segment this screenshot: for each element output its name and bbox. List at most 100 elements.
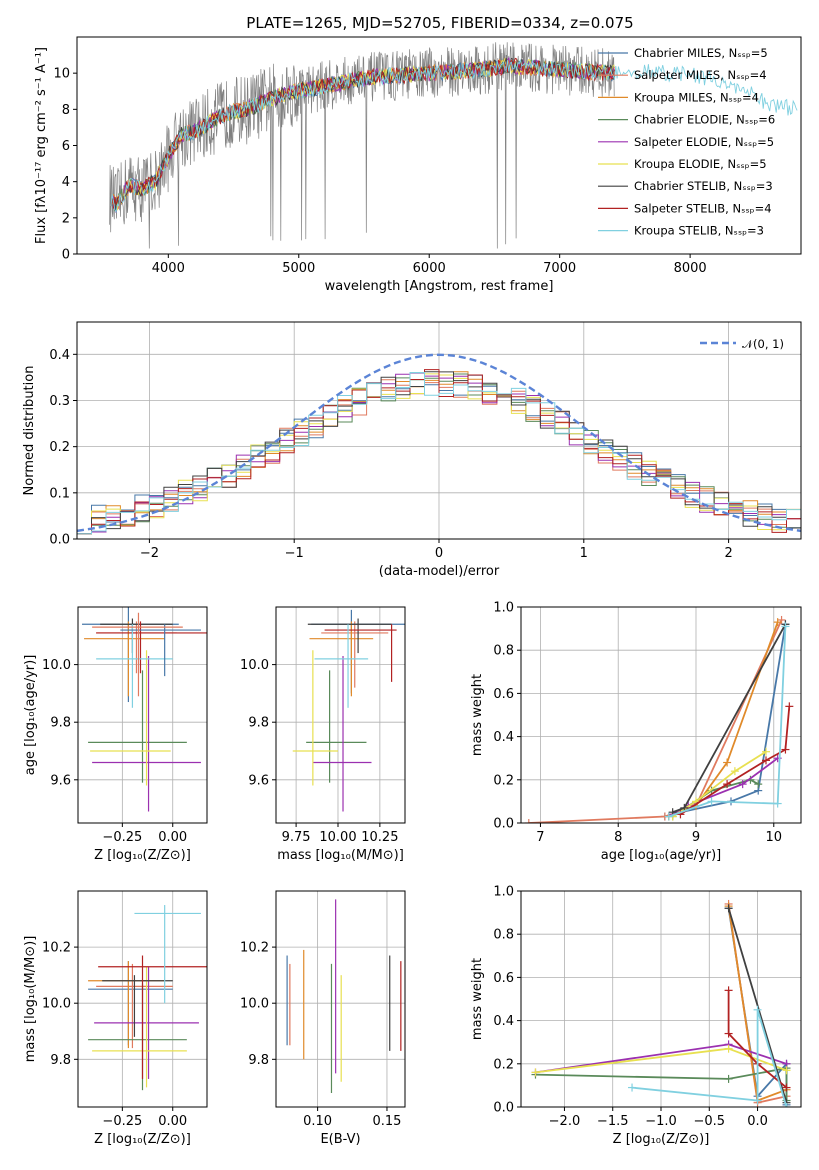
x-tick-label: 9 <box>692 830 700 845</box>
y-tick-label: 0.6 <box>493 687 514 702</box>
x-tick-label: 10.25 <box>361 830 398 845</box>
y-tick-label: 1.0 <box>493 885 514 900</box>
axes-frame <box>76 321 802 540</box>
y-axis-label: mass weight <box>470 958 485 1040</box>
legend-entry: Kroupa MILES, Nₛₛₚ=4 <box>634 90 759 104</box>
y-tick-label: 9.6 <box>50 773 71 788</box>
legend-entry: Kroupa ELODIE, Nₛₛₚ=5 <box>634 157 767 171</box>
panel-mass-vs-EBV: 0.10 0.15 9.8 10.0 10.2 E(B-V) <box>240 890 406 1147</box>
x-axis-label: (data-model)/error <box>379 564 500 579</box>
plot-area <box>88 905 207 1091</box>
axes-frame <box>520 606 802 824</box>
x-tick-label: 7 <box>536 830 544 845</box>
panel-mass-vs-Z: −0.25 0.00 9.8 10.0 10.2 Z [log₁₀(Z/Z⊙)] mass … <box>23 890 208 1147</box>
legend: Chabrier MILES, Nₛₛₚ=5 Salpeter MILES, Nₛ… <box>598 46 775 238</box>
x-axis-label: Z [log₁₀(Z/Z⊙)] <box>613 1132 710 1147</box>
y-axis-label: mass [log₁₀(M/M⊙)] <box>23 936 38 1063</box>
x-tick-label: 9.75 <box>282 830 311 845</box>
y-tick-label: 1.0 <box>493 601 514 616</box>
histogram-9 <box>77 372 801 535</box>
x-tick-label: 0.00 <box>158 1114 187 1129</box>
y-tick-label: 9.8 <box>248 716 269 731</box>
histogram-8 <box>77 369 801 535</box>
y-tick-label: 9.8 <box>50 716 71 731</box>
legend-entry: Salpeter ELODIE, Nₛₛₚ=5 <box>634 135 774 149</box>
x-tick-label: −2 <box>140 546 159 561</box>
axes-frame <box>76 36 802 255</box>
x-tick-label: 0.10 <box>303 1114 332 1129</box>
panel-residuals: −2 −1 0 1 2 0.0 0.1 0.2 0.3 0.4 (data-model)/error… <box>22 321 802 579</box>
plot-area <box>77 353 801 535</box>
y-tick-label: 0.1 <box>49 486 70 501</box>
y-tick-label: 4 <box>62 175 70 190</box>
panel-age-vs-Z: −0.25 0.00 9.6 9.8 10.0 Z [log₁₀(Z/Z⊙)] age [l… <box>23 606 208 863</box>
axes-frame <box>77 606 208 824</box>
plot-area <box>531 899 791 1107</box>
y-tick-label: 0.3 <box>49 394 70 409</box>
y-tick-label: 0.8 <box>493 928 514 943</box>
x-axis-label: E(B-V) <box>320 1132 360 1147</box>
y-tick-label: 9.8 <box>248 1053 269 1068</box>
plot-area <box>109 42 798 249</box>
y-tick-label: 2 <box>62 211 70 226</box>
weight-series-9 <box>631 1009 788 1107</box>
weight-series-9 <box>668 626 787 818</box>
y-tick-label: 0.0 <box>49 533 70 548</box>
y-tick-label: 8 <box>62 103 70 118</box>
x-tick-label: 6000 <box>413 261 446 276</box>
y-axis-label: Normed distribution <box>22 366 37 496</box>
legend-entry: Chabrier STELIB, Nₛₛₚ=3 <box>634 179 773 193</box>
x-tick-label: −0.25 <box>102 830 142 845</box>
y-tick-label: 0.2 <box>49 440 70 455</box>
x-tick-label: 0.15 <box>372 1114 401 1129</box>
x-tick-label: −1.5 <box>597 1114 629 1129</box>
plot-area <box>286 899 402 1093</box>
y-tick-label: 0.8 <box>493 644 514 659</box>
y-axis-label: Flux [fλ10⁻¹⁷ erg cm⁻² s⁻¹ A⁻¹] <box>34 47 49 244</box>
y-tick-label: 10 <box>53 67 70 82</box>
weight-series-7 <box>727 908 788 1103</box>
y-tick-label: 0 <box>62 248 70 263</box>
y-tick-label: 10.0 <box>42 997 71 1012</box>
axes-frame <box>275 890 406 1108</box>
panel-weights-vs-age: 7 8 9 10 0.0 0.2 0.4 0.6 0.8 1.0 age [log₁₀(age/yr… <box>470 601 802 863</box>
y-tick-label: 6 <box>62 139 70 154</box>
y-tick-label: 0.4 <box>49 348 70 363</box>
y-tick-label: 0.0 <box>493 817 514 832</box>
legend-entry: Salpeter STELIB, Nₛₛₚ=4 <box>634 201 772 215</box>
y-tick-label: 10.0 <box>240 658 269 673</box>
x-tick-label: 7000 <box>543 261 576 276</box>
weight-series-8 <box>727 990 788 1089</box>
x-tick-label: −0.25 <box>102 1114 142 1129</box>
y-tick-label: 10.0 <box>240 997 269 1012</box>
weight-series-6 <box>672 750 767 818</box>
y-tick-label: 9.8 <box>50 1053 71 1068</box>
x-tick-label: 8000 <box>674 261 707 276</box>
axes-frame <box>77 890 208 1108</box>
plot-area <box>524 615 794 823</box>
y-tick-label: 9.6 <box>248 773 269 788</box>
legend-entry: 𝒩(0, 1) <box>742 337 784 351</box>
legend-entry: Kroupa STELIB, Nₛₛₚ=3 <box>634 224 764 238</box>
axes-frame <box>520 890 802 1108</box>
plot-area <box>292 609 405 812</box>
panel-age-vs-mass: 9.75 10.00 10.25 9.6 9.8 10.0 mass [log₁₀(M/M⊙… <box>240 606 406 863</box>
x-axis-label: Z [log₁₀(Z/Z⊙)] <box>94 848 191 863</box>
x-tick-label: 1 <box>580 546 588 561</box>
y-axis-label: mass weight <box>470 674 485 756</box>
legend-entry: Chabrier MILES, Nₛₛₚ=5 <box>634 46 768 60</box>
x-axis-label: age [log₁₀(age/yr)] <box>601 848 722 863</box>
normal-curve <box>77 353 801 533</box>
figure-title: PLATE=1265, MJD=52705, FIBERID=0334, z=0… <box>246 14 633 32</box>
x-tick-label: 0.00 <box>158 830 187 845</box>
x-axis-label: wavelength [Angstrom, rest frame] <box>325 279 554 294</box>
axes-frame <box>275 606 406 824</box>
x-tick-label: 8 <box>614 830 622 845</box>
y-tick-label: 10.2 <box>240 941 269 956</box>
y-tick-label: 10.0 <box>42 658 71 673</box>
x-tick-label: −1.0 <box>645 1114 677 1129</box>
x-tick-label: 2 <box>724 546 732 561</box>
y-tick-label: 0.0 <box>493 1101 514 1116</box>
